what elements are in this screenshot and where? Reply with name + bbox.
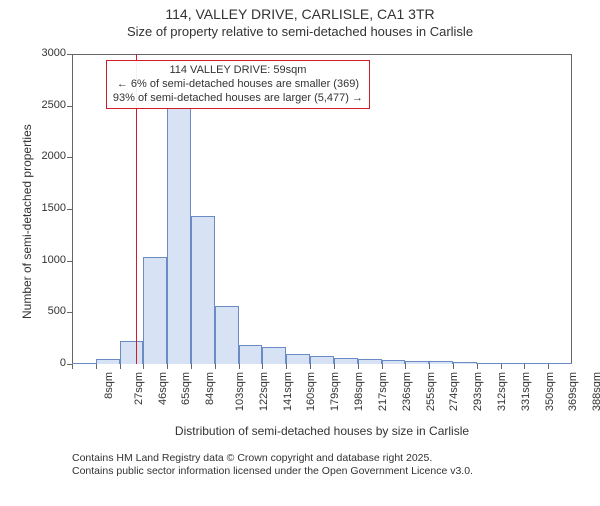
x-tick-mark xyxy=(96,364,97,369)
x-tick-mark xyxy=(191,364,192,369)
x-tick-mark xyxy=(215,364,216,369)
footer-attribution: Contains HM Land Registry data © Crown c… xyxy=(72,452,473,478)
x-tick-mark xyxy=(405,364,406,369)
histogram-bar xyxy=(239,345,263,364)
histogram-bar xyxy=(429,361,453,364)
annotation-line-3: 93% of semi-detached houses are larger (… xyxy=(113,92,363,106)
x-tick-mark xyxy=(358,364,359,369)
x-tick-mark xyxy=(524,364,525,369)
y-tick-mark xyxy=(67,312,72,313)
histogram-bar xyxy=(215,306,239,364)
x-tick-label: 369sqm xyxy=(568,372,580,411)
annotation-box: 114 VALLEY DRIVE: 59sqm ← 6% of semi-det… xyxy=(106,60,370,109)
histogram-bar xyxy=(501,363,525,364)
annotation-line-1: 114 VALLEY DRIVE: 59sqm xyxy=(113,64,363,78)
annotation-line-2: ← 6% of semi-detached houses are smaller… xyxy=(113,78,363,92)
x-tick-label: 198sqm xyxy=(353,372,365,411)
histogram-bar xyxy=(286,354,310,364)
chart-subtitle: Size of property relative to semi-detach… xyxy=(0,24,600,39)
histogram-bar xyxy=(262,347,286,364)
plot-area: 114 VALLEY DRIVE: 59sqm ← 6% of semi-det… xyxy=(72,54,572,364)
histogram-bar xyxy=(334,358,358,364)
x-tick-label: 388sqm xyxy=(591,372,600,411)
footer-line-2: Contains public sector information licen… xyxy=(72,465,473,478)
y-tick-label: 2500 xyxy=(30,99,66,111)
x-tick-mark xyxy=(239,364,240,369)
x-tick-label: 236sqm xyxy=(401,372,413,411)
x-tick-label: 274sqm xyxy=(448,372,460,411)
x-tick-label: 350sqm xyxy=(544,372,556,411)
x-tick-mark xyxy=(453,364,454,369)
histogram-bar xyxy=(191,216,215,364)
x-tick-mark xyxy=(262,364,263,369)
histogram-bar xyxy=(120,341,144,364)
histogram-bar xyxy=(310,356,334,364)
x-tick-label: 293sqm xyxy=(472,372,484,411)
chart-container: { "title_line1": "114, VALLEY DRIVE, CAR… xyxy=(0,6,600,506)
x-tick-label: 312sqm xyxy=(496,372,508,411)
x-tick-mark xyxy=(167,364,168,369)
x-tick-mark xyxy=(334,364,335,369)
x-tick-mark xyxy=(382,364,383,369)
x-tick-label: 65sqm xyxy=(180,372,192,405)
y-tick-mark xyxy=(67,261,72,262)
x-tick-mark xyxy=(286,364,287,369)
x-tick-mark xyxy=(429,364,430,369)
x-tick-mark xyxy=(120,364,121,369)
x-tick-mark xyxy=(143,364,144,369)
x-tick-label: 160sqm xyxy=(306,372,318,411)
histogram-bar xyxy=(143,257,167,364)
y-tick-label: 2000 xyxy=(30,150,66,162)
x-tick-mark xyxy=(310,364,311,369)
x-tick-label: 331sqm xyxy=(520,372,532,411)
histogram-bar xyxy=(72,363,96,364)
x-tick-label: 46sqm xyxy=(157,372,169,405)
histogram-bar xyxy=(548,363,572,364)
x-axis-title: Distribution of semi-detached houses by … xyxy=(72,424,572,438)
x-tick-label: 27sqm xyxy=(133,372,145,405)
x-tick-mark xyxy=(72,364,73,369)
x-tick-label: 255sqm xyxy=(425,372,437,411)
histogram-bar xyxy=(405,361,429,364)
x-tick-label: 122sqm xyxy=(258,372,270,411)
y-tick-mark xyxy=(67,54,72,55)
x-tick-label: 8sqm xyxy=(103,372,115,399)
y-tick-mark xyxy=(67,209,72,210)
x-tick-mark xyxy=(548,364,549,369)
x-tick-label: 84sqm xyxy=(204,372,216,405)
histogram-bar xyxy=(96,359,120,364)
x-tick-label: 179sqm xyxy=(329,372,341,411)
footer-line-1: Contains HM Land Registry data © Crown c… xyxy=(72,452,473,465)
y-tick-mark xyxy=(67,157,72,158)
y-tick-label: 1000 xyxy=(30,254,66,266)
histogram-bar xyxy=(358,359,382,364)
histogram-bar xyxy=(382,360,406,364)
x-tick-mark xyxy=(501,364,502,369)
y-tick-label: 1500 xyxy=(30,202,66,214)
histogram-bar xyxy=(453,362,477,364)
x-tick-label: 217sqm xyxy=(377,372,389,411)
y-tick-label: 0 xyxy=(30,357,66,369)
chart-title: 114, VALLEY DRIVE, CARLISLE, CA1 3TR xyxy=(0,6,600,24)
histogram-bar xyxy=(167,108,191,364)
histogram-bar xyxy=(524,363,548,364)
y-tick-mark xyxy=(67,106,72,107)
histogram-bar xyxy=(477,363,501,364)
x-tick-mark xyxy=(477,364,478,369)
x-tick-label: 103sqm xyxy=(234,372,246,411)
y-tick-label: 3000 xyxy=(30,47,66,59)
x-tick-label: 141sqm xyxy=(282,372,294,411)
y-tick-label: 500 xyxy=(30,305,66,317)
